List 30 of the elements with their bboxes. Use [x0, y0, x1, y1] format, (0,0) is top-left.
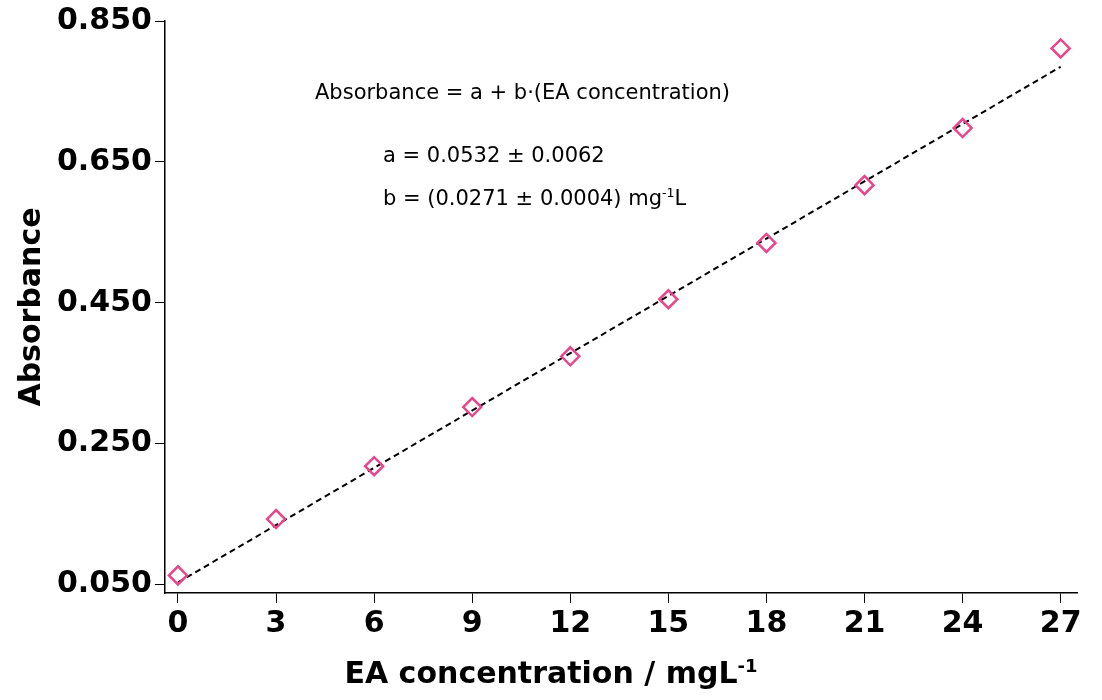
annotation: Absorbance = a + b·(EA concentration): [315, 80, 730, 104]
y-tick-label: 0.850: [56, 0, 152, 36]
annotation: b = (0.0271 ± 0.0004) mg$^{-1}$L: [383, 185, 687, 210]
point: [756, 232, 777, 254]
y-tick-label: 0.250: [56, 423, 152, 459]
annotation: a = 0.0532 ± 0.0062: [383, 143, 605, 167]
x-tick-label: 0: [167, 603, 189, 639]
point: [363, 455, 385, 477]
point: [167, 565, 189, 586]
x-tick-label: 18: [745, 603, 788, 639]
point: [265, 508, 287, 530]
point: [854, 174, 875, 196]
x-tick-label: 12: [549, 603, 592, 639]
point: [560, 346, 581, 367]
y-tick-label: 0.050: [56, 564, 152, 600]
x-axis-title: EA concentration / mgL$^{-1}$: [343, 655, 759, 690]
y-tick-label: 0.450: [56, 282, 152, 318]
x-tick-label: 3: [265, 603, 287, 639]
point: [1050, 38, 1071, 59]
x-tick-label: 6: [363, 603, 385, 639]
point: [952, 117, 973, 139]
x-tick-label: 15: [647, 603, 690, 639]
x-tick-label: 24: [941, 603, 984, 639]
x-tick-label: 27: [1039, 603, 1082, 639]
point: [461, 396, 483, 418]
y-axis-title: Absorbance: [11, 207, 47, 407]
x-tick-label: 21: [843, 603, 886, 639]
point: [658, 289, 679, 310]
y-tick-label: 0.650: [56, 141, 152, 177]
x-tick-label: 9: [461, 603, 483, 639]
